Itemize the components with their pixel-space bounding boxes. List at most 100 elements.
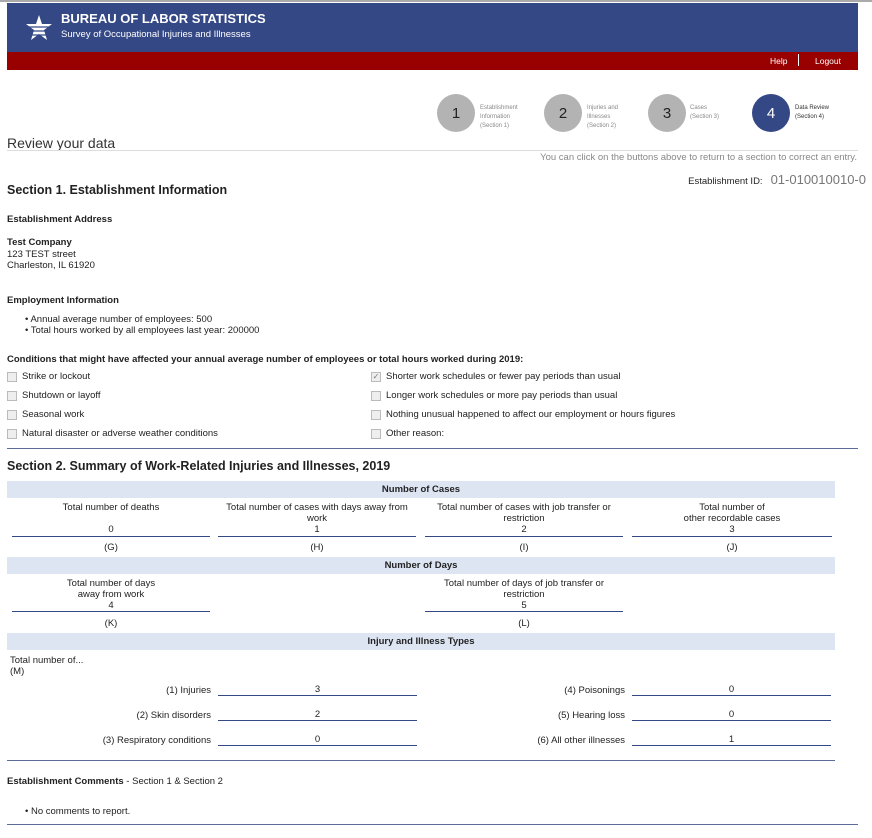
underline	[218, 720, 417, 721]
bls-star-logo	[26, 15, 52, 40]
case-value: 2	[521, 524, 527, 535]
step-2-button[interactable]: 2	[544, 94, 582, 132]
divider	[7, 448, 858, 449]
type-value: 2	[314, 709, 321, 720]
case-label: restriction	[503, 513, 545, 524]
types-heading: Injury and Illness Types	[7, 633, 835, 650]
days-heading: Number of Days	[7, 557, 835, 574]
case-code: (J)	[726, 542, 738, 553]
condition-checkbox[interactable]	[7, 372, 17, 382]
condition-checkbox[interactable]	[7, 410, 17, 420]
condition-label: Seasonal work	[22, 409, 85, 420]
company-name: Test Company	[7, 237, 72, 248]
condition-checkbox[interactable]: ✓	[371, 372, 381, 382]
step-3-button[interactable]: 3	[648, 94, 686, 132]
underline	[632, 720, 831, 721]
step-4-label: Data Review (Section 4)	[795, 105, 830, 120]
days-label: Total number of days of job transfer or	[444, 578, 604, 589]
days-value: 5	[521, 600, 527, 611]
type-label: (4) Poisonings	[564, 685, 625, 696]
type-value: 0	[314, 734, 321, 745]
help-link[interactable]: Help	[770, 56, 788, 66]
est-id: 01-010010010-0	[770, 172, 866, 187]
step-1-label: Establishment Information (Section 1)	[480, 105, 518, 129]
case-code: (G)	[104, 542, 118, 553]
underline	[632, 745, 831, 746]
types-intro: Total number of...	[10, 655, 84, 666]
type-label: (1) Injuries	[166, 685, 211, 696]
days-value: 4	[108, 600, 114, 611]
type-value: 1	[728, 734, 735, 745]
nav-divider	[798, 54, 799, 66]
divider	[7, 824, 858, 825]
case-label: other recordable cases	[683, 513, 781, 524]
case-label: work	[306, 513, 328, 524]
condition-label: Natural disaster or adverse weather cond…	[22, 428, 218, 439]
hours-item: • Total hours worked by all employees la…	[25, 325, 260, 336]
site-subtitle: Survey of Occupational Injuries and Illn…	[61, 29, 251, 40]
days-code: (L)	[518, 618, 530, 629]
condition-checkbox[interactable]	[7, 429, 17, 439]
types-code: (M)	[10, 666, 25, 677]
site-title: BUREAU OF LABOR STATISTICS	[61, 11, 266, 26]
condition-label: Shutdown or layoff	[22, 390, 101, 401]
type-label: (5) Hearing loss	[557, 710, 625, 721]
days-label: Total number of days	[66, 578, 156, 589]
conditions-heading: Conditions that might have affected your…	[7, 354, 524, 365]
case-value: 1	[314, 524, 320, 535]
case-value: 0	[108, 524, 114, 535]
condition-checkbox[interactable]	[371, 429, 381, 439]
days-code: (K)	[104, 618, 118, 629]
case-value: 3	[729, 524, 735, 535]
condition-label: Shorter work schedules or fewer pay peri…	[386, 371, 621, 382]
page-title: Review your data	[7, 135, 116, 151]
days-label: restriction	[503, 589, 545, 600]
site-header: BUREAU OF LABOR STATISTICS Survey of Occ…	[7, 3, 858, 52]
underline	[12, 611, 210, 612]
cases-heading: Number of Cases	[7, 481, 835, 498]
underline	[12, 536, 210, 537]
condition-label: Strike or lockout	[22, 371, 91, 382]
condition-checkbox[interactable]	[371, 391, 381, 401]
underline	[425, 536, 623, 537]
type-label: (6) All other illnesses	[537, 735, 625, 746]
page-hint: You can click on the buttons above to re…	[540, 152, 857, 163]
type-label: (3) Respiratory conditions	[102, 735, 211, 746]
days-label: away from work	[77, 589, 145, 600]
step-2-label: Injuries and Illnesses (Section 2)	[587, 105, 619, 129]
section-1-title: Section 1. Establishment Information	[7, 183, 228, 197]
address-heading: Establishment Address	[7, 214, 113, 225]
underline	[425, 611, 623, 612]
case-label: Total number of cases with job transfer …	[437, 502, 611, 513]
condition-checkbox[interactable]	[371, 410, 381, 420]
est-id-label: Establishment ID:	[688, 176, 763, 187]
condition-label: Other reason:	[386, 428, 445, 439]
type-value: 3	[314, 684, 321, 695]
underline	[218, 536, 416, 537]
underline	[632, 536, 832, 537]
step-3-label: Cases (Section 3)	[690, 105, 720, 120]
underline	[218, 745, 417, 746]
establishment-id-row: Establishment ID: 01-010010010-0	[688, 172, 866, 187]
case-code: (I)	[519, 542, 529, 553]
step-1-button[interactable]: 1	[437, 94, 475, 132]
step-4-button[interactable]: 4	[752, 94, 790, 132]
divider	[7, 150, 858, 151]
type-value: 0	[728, 684, 735, 695]
street: 123 TEST street	[7, 249, 76, 260]
nav-bar: Help Logout	[7, 52, 858, 70]
condition-checkbox[interactable]	[7, 391, 17, 401]
top-border	[0, 0, 872, 2]
employment-heading: Employment Information	[7, 295, 119, 306]
type-value: 0	[728, 709, 735, 720]
underline	[218, 695, 417, 696]
city: Charleston, IL 61920	[7, 260, 95, 271]
logout-link[interactable]: Logout	[815, 56, 841, 66]
section-2-title: Section 2. Summary of Work-Related Injur…	[7, 459, 391, 473]
employees-item: • Annual average number of employees: 50…	[25, 314, 213, 325]
case-code: (H)	[310, 542, 324, 553]
case-label: Total number of	[699, 502, 765, 513]
underline	[632, 695, 831, 696]
condition-label: Longer work schedules or more pay period…	[386, 390, 618, 401]
case-label: Total number of deaths	[62, 502, 160, 513]
